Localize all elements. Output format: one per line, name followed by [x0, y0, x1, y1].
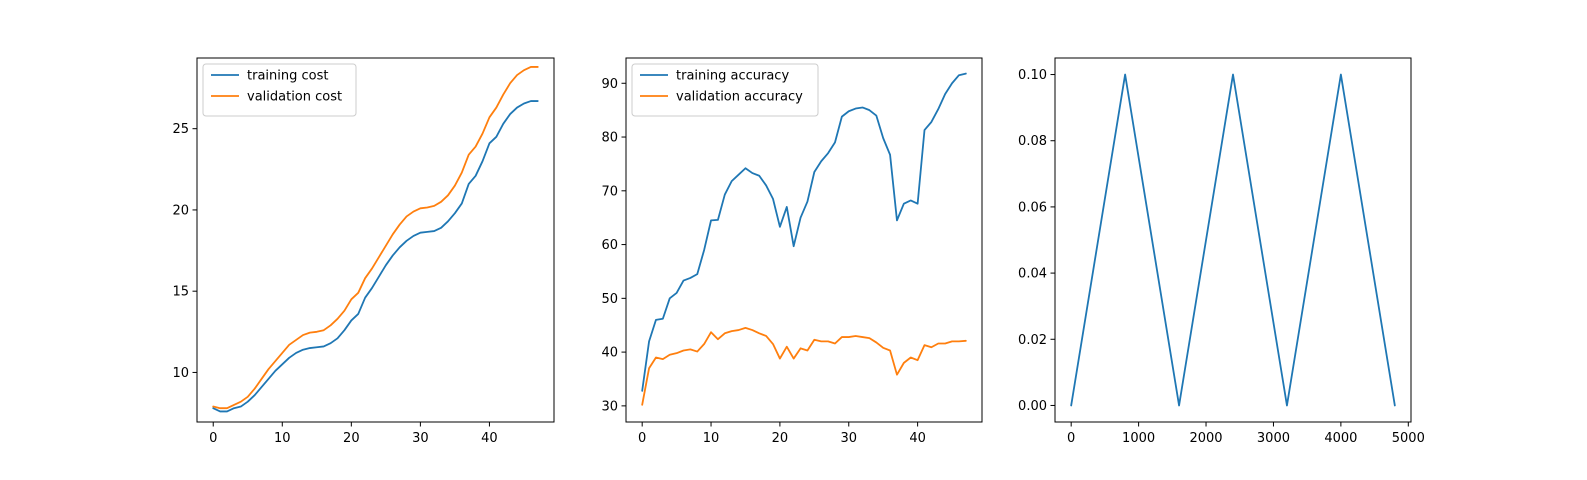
y-tick-label: 10 — [172, 366, 189, 381]
y-tick-label: 80 — [601, 131, 618, 146]
y-tick-label: 0.02 — [1018, 333, 1047, 348]
cost-chart: 0 10 20 30 40 10 15 20 25 training cost validation… — [172, 57, 555, 446]
legend-box — [631, 63, 819, 117]
series-line-training-accuracy — [641, 72, 967, 392]
accuracy-chart: 0 10 20 30 40 30 40 50 60 70 80 90 training accuracy… — [601, 57, 983, 446]
y-tick-label: 0.06 — [1018, 200, 1047, 215]
x-tick-label: 30 — [412, 431, 429, 446]
legend-box — [202, 63, 357, 117]
legend-label: training accuracy — [676, 69, 789, 84]
y-tick-label: 0.08 — [1018, 134, 1047, 149]
y-tick-label: 30 — [601, 399, 618, 414]
axes-frame — [625, 57, 983, 423]
series-line-training-cost — [212, 100, 539, 413]
y-tick-label: 50 — [601, 292, 618, 307]
x-tick-label: 0 — [209, 431, 217, 446]
legend-label: validation cost — [247, 90, 342, 105]
x-tick-label: 10 — [274, 431, 291, 446]
y-tick-label: 25 — [172, 122, 189, 137]
axes-frame — [1054, 57, 1412, 423]
x-tick-label: 3000 — [1257, 431, 1290, 446]
series-line-series-0 — [1070, 73, 1396, 407]
series-line-validation-accuracy — [641, 327, 967, 406]
y-tick-label: 0.10 — [1018, 68, 1047, 83]
legend-label: validation accuracy — [676, 90, 803, 105]
x-tick-label: 40 — [481, 431, 498, 446]
legend-label: training cost — [247, 69, 328, 84]
x-tick-label: 30 — [840, 431, 857, 446]
y-tick-label: 90 — [601, 77, 618, 92]
y-tick-label: 0.04 — [1018, 267, 1047, 282]
y-tick-label: 20 — [172, 203, 189, 218]
x-tick-label: 4000 — [1324, 431, 1357, 446]
y-tick-label: 70 — [601, 184, 618, 199]
x-tick-label: 0 — [638, 431, 646, 446]
x-tick-label: 40 — [909, 431, 926, 446]
legend: training cost validation cost — [202, 63, 357, 117]
legend: training accuracy validation accuracy — [631, 63, 819, 117]
series-line-validation-cost — [212, 66, 539, 410]
y-tick-label: 60 — [601, 238, 618, 253]
y-tick-label: 15 — [172, 285, 189, 300]
x-tick-label: 5000 — [1392, 431, 1425, 446]
axes-frame — [196, 57, 555, 423]
x-tick-label: 0 — [1067, 431, 1075, 446]
x-tick-label: 2000 — [1189, 431, 1222, 446]
x-tick-label: 20 — [343, 431, 360, 446]
x-tick-label: 10 — [703, 431, 720, 446]
y-tick-label: 0.00 — [1018, 399, 1047, 414]
learning-rate-chart: 0 1000 2000 3000 4000 5000 0.00 0.02 0.04 0.06 0.0… — [1018, 57, 1425, 446]
x-tick-label: 1000 — [1122, 431, 1155, 446]
x-tick-label: 20 — [772, 431, 789, 446]
y-tick-label: 40 — [601, 346, 618, 361]
